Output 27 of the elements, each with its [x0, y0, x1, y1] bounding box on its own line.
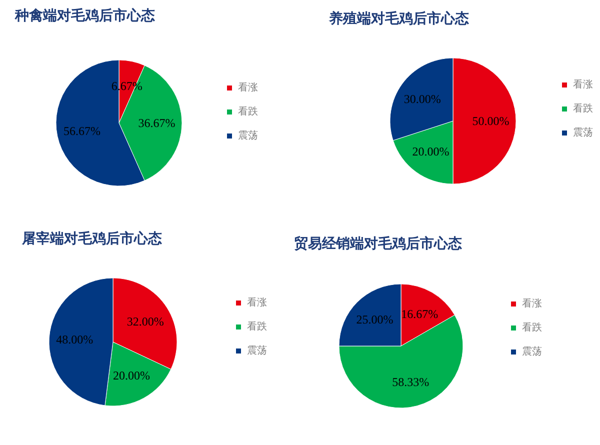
legend-label: 看涨 [238, 82, 258, 94]
legend-label: 震荡 [238, 130, 258, 142]
legend-label: 看涨 [522, 298, 542, 310]
legend-label: 看跌 [247, 320, 267, 332]
legend-label: 看跌 [238, 106, 258, 118]
legend-label: 看涨 [247, 296, 267, 308]
legend-label: 看跌 [522, 322, 542, 334]
data-label: 25.00% [356, 312, 394, 327]
data-label: 30.00% [404, 92, 441, 106]
legend-label: 震荡 [573, 126, 593, 138]
data-label: 48.00% [56, 332, 94, 347]
chart-title: 贸易经销端对毛鸡后市心态 [294, 235, 462, 252]
data-label: 36.67% [138, 116, 176, 130]
legend-label: 震荡 [522, 346, 542, 358]
data-label: 58.33% [392, 374, 430, 389]
chart-title: 种禽端对毛鸡后市心态 [14, 7, 155, 24]
legend-label: 震荡 [247, 344, 267, 356]
data-label: 16.67% [401, 306, 438, 321]
data-label: 20.00% [113, 368, 150, 383]
data-label: 50.00% [472, 114, 510, 128]
data-label: 56.67% [64, 124, 101, 138]
data-label: 32.00% [126, 314, 164, 328]
legend-label: 看涨 [573, 78, 593, 90]
data-label: 20.00% [412, 144, 450, 159]
chart-title: 养殖端对毛鸡后市心态 [328, 10, 469, 27]
legend-label: 看跌 [573, 102, 593, 114]
chart-title: 屠宰端对毛鸡后市心态 [21, 230, 162, 247]
